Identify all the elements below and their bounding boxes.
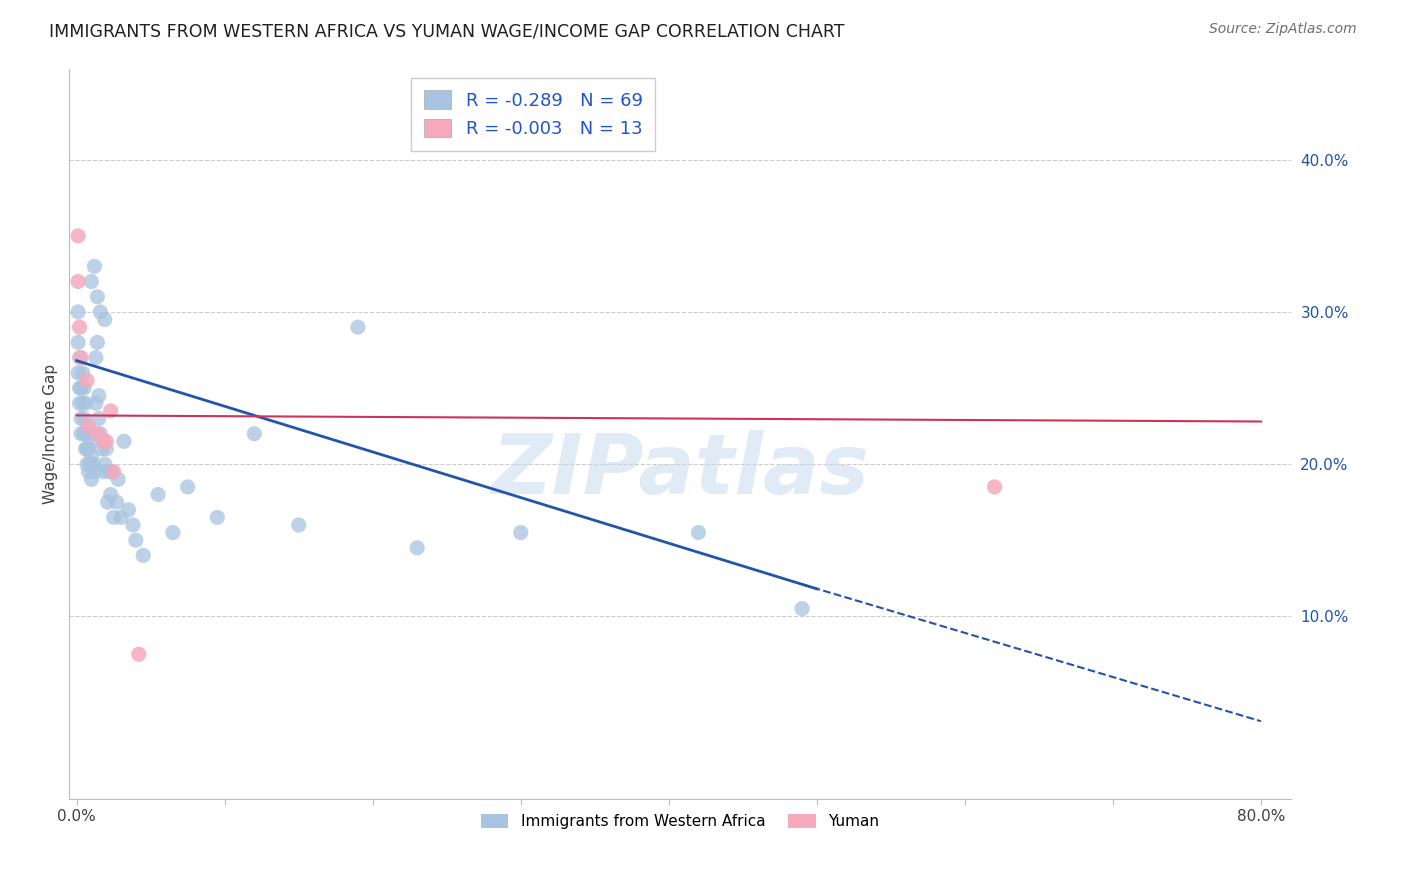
Point bbox=[162, 525, 184, 540]
Point bbox=[688, 525, 710, 540]
Point bbox=[70, 411, 93, 425]
Point bbox=[176, 480, 198, 494]
Point bbox=[790, 601, 813, 615]
Point bbox=[89, 426, 111, 441]
Point bbox=[146, 487, 169, 501]
Point bbox=[80, 450, 103, 464]
Point bbox=[73, 381, 96, 395]
Point bbox=[91, 434, 114, 449]
Point bbox=[69, 381, 91, 395]
Point bbox=[70, 351, 93, 365]
Point bbox=[83, 465, 105, 479]
Text: Source: ZipAtlas.com: Source: ZipAtlas.com bbox=[1209, 22, 1357, 37]
Text: IMMIGRANTS FROM WESTERN AFRICA VS YUMAN WAGE/INCOME GAP CORRELATION CHART: IMMIGRANTS FROM WESTERN AFRICA VS YUMAN … bbox=[49, 22, 845, 40]
Point bbox=[75, 442, 97, 456]
Point bbox=[86, 290, 108, 304]
Point bbox=[69, 320, 91, 334]
Point bbox=[91, 434, 114, 449]
Point bbox=[347, 320, 370, 334]
Point bbox=[76, 457, 98, 471]
Point bbox=[77, 465, 100, 479]
Point bbox=[77, 442, 100, 456]
Point bbox=[77, 419, 100, 434]
Point bbox=[75, 396, 97, 410]
Point bbox=[91, 465, 114, 479]
Point bbox=[103, 465, 125, 479]
Point bbox=[96, 442, 118, 456]
Point bbox=[132, 549, 155, 563]
Y-axis label: Wage/Income Gap: Wage/Income Gap bbox=[44, 364, 58, 504]
Point bbox=[67, 366, 90, 380]
Point bbox=[128, 648, 150, 662]
Point bbox=[73, 426, 96, 441]
Point bbox=[98, 465, 121, 479]
Point bbox=[77, 419, 100, 434]
Point bbox=[117, 502, 139, 516]
Point bbox=[243, 426, 266, 441]
Point bbox=[84, 396, 107, 410]
Point bbox=[69, 351, 91, 365]
Point bbox=[509, 525, 531, 540]
Point bbox=[100, 404, 122, 418]
Point bbox=[406, 541, 429, 555]
Point bbox=[67, 275, 90, 289]
Point bbox=[67, 228, 90, 243]
Point bbox=[72, 396, 94, 410]
Point bbox=[287, 518, 309, 533]
Point bbox=[67, 335, 90, 350]
Point bbox=[96, 434, 118, 449]
Point bbox=[86, 335, 108, 350]
Point bbox=[76, 373, 98, 387]
Point bbox=[89, 305, 111, 319]
Point bbox=[82, 457, 104, 471]
Point bbox=[69, 396, 91, 410]
Point bbox=[80, 275, 103, 289]
Point bbox=[70, 381, 93, 395]
Point bbox=[75, 426, 97, 441]
Point bbox=[107, 472, 129, 486]
Point bbox=[103, 510, 125, 524]
Point bbox=[112, 434, 135, 449]
Point bbox=[87, 411, 110, 425]
Point bbox=[97, 495, 120, 509]
Point bbox=[67, 305, 90, 319]
Point bbox=[76, 442, 98, 456]
Point bbox=[90, 442, 112, 456]
Point bbox=[125, 533, 148, 548]
Point bbox=[80, 472, 103, 486]
Point bbox=[72, 366, 94, 380]
Point bbox=[94, 457, 117, 471]
Point bbox=[122, 518, 145, 533]
Text: ZIPatlas: ZIPatlas bbox=[491, 430, 869, 511]
Point bbox=[70, 426, 93, 441]
Point bbox=[110, 510, 132, 524]
Point bbox=[83, 260, 105, 274]
Point bbox=[105, 495, 128, 509]
Legend: Immigrants from Western Africa, Yuman: Immigrants from Western Africa, Yuman bbox=[475, 808, 884, 835]
Point bbox=[86, 426, 108, 441]
Point bbox=[79, 434, 101, 449]
Point bbox=[983, 480, 1005, 494]
Point bbox=[79, 457, 101, 471]
Point bbox=[101, 465, 124, 479]
Point bbox=[207, 510, 229, 524]
Point bbox=[100, 487, 122, 501]
Point bbox=[73, 411, 96, 425]
Point bbox=[87, 389, 110, 403]
Point bbox=[94, 312, 117, 326]
Point bbox=[82, 426, 104, 441]
Point bbox=[84, 351, 107, 365]
